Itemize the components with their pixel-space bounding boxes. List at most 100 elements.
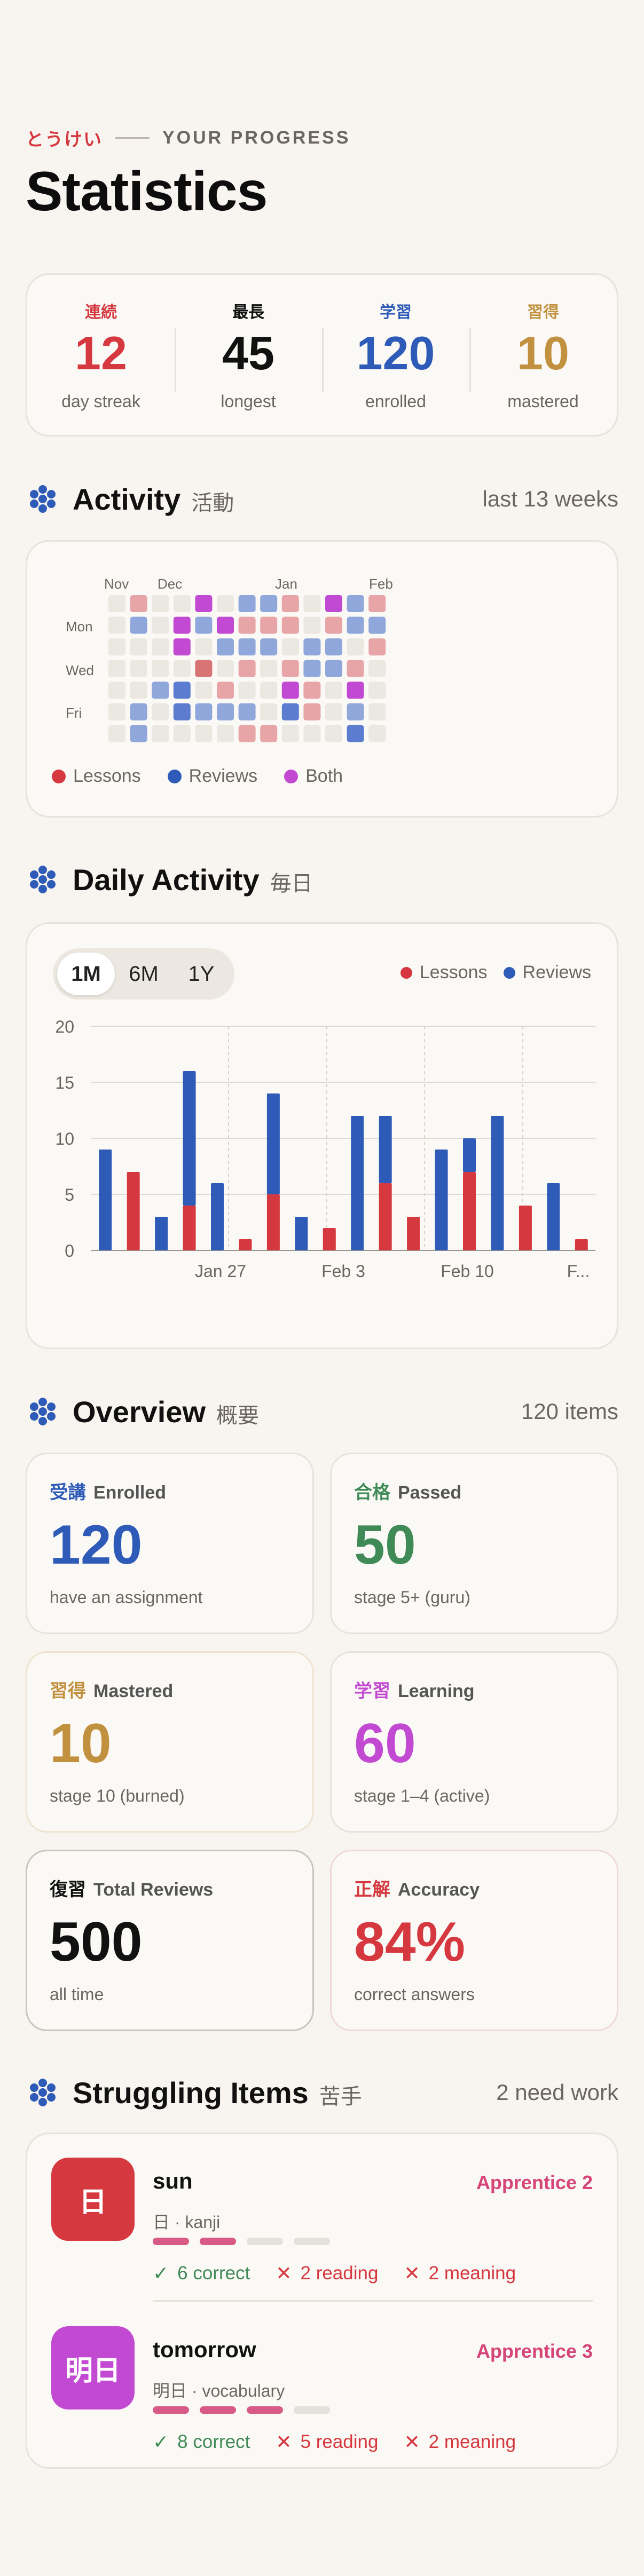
item-stats: ✓ 8 correct ✕ 5 reading ✕ 2 meaning [153,2431,541,2453]
heatmap-cell [368,703,386,720]
section-jp: 苦手 [319,2085,362,2109]
heatmap-day-label: Mon [66,619,93,635]
tile-header: 正解 Accuracy [354,1875,480,1901]
heatmap-cell [325,595,342,612]
srs-level-bar [294,2238,330,2245]
legend-label: Reviews [522,962,591,982]
tile-label: Learning [398,1681,475,1701]
tile-label: Total Reviews [93,1880,214,1900]
item-name: sun [153,2168,193,2193]
heatmap-cell [281,681,299,699]
page-eyebrow: とうけい YOUR PROGRESS [26,125,350,151]
heatmap-cell [195,681,213,699]
section-title: Daily Activity [73,862,260,897]
tile-value: 120 [50,1514,143,1576]
heatmap-month-label: Dec [158,576,183,592]
y-tick-label: 10 [55,1129,74,1148]
struggling-item[interactable]: 日 sun Apprentice 2 日 · kanji ✓ 6 correct ✕ 2 re… [51,2158,593,2296]
heatmap-cell [195,638,213,656]
range-6m-button[interactable]: 6M [129,962,159,986]
struggling-item[interactable]: 明日 tomorrow Apprentice 3 明日 · vocabulary ✓ 8 … [51,2326,593,2465]
heatmap-day-label: Fri [66,705,82,721]
check-icon: ✓ [153,2431,169,2453]
heatmap-cell [260,660,278,677]
tile-subtitle: stage 10 (burned) [50,1786,185,1805]
heatmap-cell [281,725,299,742]
summary-jp: 学習 [380,303,412,321]
heatmap-cell [303,616,321,634]
heatmap-cell [260,616,278,634]
bar-reviews [266,1093,280,1194]
y-tick-label: 15 [55,1073,74,1092]
struggling-count: 2 need work [496,2080,618,2105]
heatmap-cell [195,595,213,612]
tile-jp: 学習 [354,1681,390,1701]
heatmap-cell [238,660,256,677]
heatmap-cell [195,616,213,634]
stat-meaning-text: 2 meaning [428,2263,516,2284]
tile-subtitle: all time [50,1985,104,2004]
legend-both: Both [284,766,343,787]
range-1y-button[interactable]: 1Y [188,962,215,986]
section-title: Struggling Items [73,2075,309,2110]
srs-progress [153,2406,341,2414]
heatmap-cell [195,660,213,677]
stat-meaning-text: 2 meaning [428,2431,516,2452]
srs-level-bar [153,2238,189,2245]
heatmap-cell [281,638,299,656]
heatmap-cell [325,725,342,742]
heatmap-cell [347,681,364,699]
tile-value: 60 [354,1713,416,1774]
tile-header: 習得 Mastered [50,1676,173,1702]
x-tick-label: Jan 27 [195,1262,246,1281]
heatmap-cell [130,725,147,742]
heatmap-cell [195,725,213,742]
legend-dot [284,769,299,783]
heatmap-cell [173,660,191,677]
heatmap-cell [325,660,342,677]
legend-label: Lessons [73,766,141,786]
x-tick-label: Feb 10 [441,1262,494,1281]
tile-value: 84% [354,1911,466,1973]
heatmap-cell [368,681,386,699]
heatmap-cell [195,703,213,720]
legend-lessons: Lessons [52,766,141,787]
heatmap-cell [108,725,125,742]
bar-reviews [211,1183,224,1250]
daily-activity-card: 1M 6M 1Y Lessons Reviews 0 5 10 15 20 Jan 27 F… [26,922,618,1349]
legend-label: Lessons [419,962,488,982]
srs-level-bar [294,2406,330,2414]
bar-lessons [463,1172,476,1250]
struggling-header: Struggling Items 苦手 2 need work [26,2071,618,2114]
summary-jp: 最長 [232,303,264,321]
cross-icon: ✕ [276,2262,292,2284]
item-glyph-tile: 明日 [51,2326,135,2409]
heatmap-cell [303,595,321,612]
stat-reading: ✕ 2 reading [276,2262,378,2285]
heatmap-cell [347,595,364,612]
check-icon: ✓ [153,2262,169,2284]
legend-dot [52,769,66,783]
summary-card: 連続 12 day streak 最長 45 longest 学習 120 en… [26,273,618,437]
heatmap-cell [217,703,234,720]
heatmap-cell [173,703,191,720]
stat-correct-text: 8 correct [177,2431,250,2452]
range-1m-button[interactable]: 1M [57,953,115,995]
heatmap-month-label: Nov [104,576,129,592]
bar-reviews [155,1217,168,1250]
heatmap-cell [130,595,147,612]
bar-lessons [519,1206,532,1250]
section-title: Activity [73,482,181,516]
heatmap-cell [260,681,278,699]
bar-reviews [547,1183,560,1250]
summary-value: 120 [356,326,435,379]
heatmap-cell [368,725,386,742]
tile-subtitle: have an assignment [50,1588,203,1607]
legend-label: Both [305,766,343,786]
item-meta: 日 · kanji [153,2213,221,2232]
heatmap-cell [152,638,169,656]
stat-meaning: ✕ 2 meaning [404,2262,516,2285]
heatmap-cell [152,595,169,612]
tile-value: 500 [50,1911,143,1973]
summary-streak: 連続 12 day streak [27,299,175,411]
